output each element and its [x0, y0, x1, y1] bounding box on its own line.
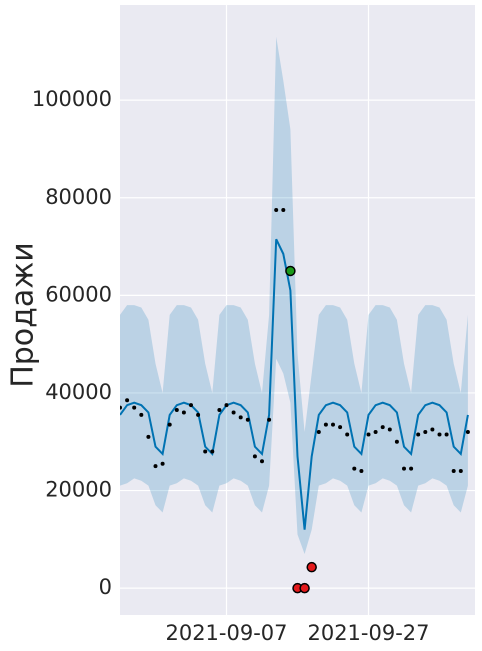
anomaly-point — [299, 582, 310, 594]
observed-point — [245, 417, 250, 422]
y-tick-label: 20000 — [45, 478, 112, 502]
observed-point — [416, 432, 421, 437]
observed-point — [274, 207, 279, 212]
observed-point — [217, 408, 222, 413]
observed-point — [345, 432, 350, 437]
y-tick-label: 60000 — [45, 282, 112, 306]
observed-point — [281, 207, 286, 212]
observed-point — [189, 403, 193, 408]
observed-point — [125, 398, 130, 403]
uncertainty-band — [120, 36, 468, 555]
observed-point — [465, 430, 470, 434]
observed-point — [203, 449, 208, 454]
observed-point — [352, 466, 357, 471]
y-tick-label: 80000 — [45, 185, 112, 209]
observed-point — [409, 466, 414, 471]
observed-point — [238, 415, 243, 420]
forecast-line — [120, 238, 469, 530]
observed-point — [380, 425, 385, 430]
observed-point — [167, 422, 172, 427]
observed-point — [196, 412, 201, 417]
observed-point — [267, 417, 272, 422]
observed-point — [224, 403, 229, 408]
anomaly-point — [306, 561, 317, 573]
anomaly-point — [285, 265, 296, 277]
observed-point — [160, 461, 165, 466]
y-tick-label: 40000 — [45, 380, 112, 404]
observed-point — [210, 449, 215, 454]
x-tick-label: 2021-09-07 — [165, 621, 287, 645]
y-tick-label: 0 — [99, 575, 112, 599]
observed-point — [366, 432, 371, 437]
observed-point — [120, 405, 122, 410]
observed-point — [458, 469, 463, 474]
observed-point — [153, 464, 158, 469]
observed-point — [139, 412, 144, 417]
observed-point — [181, 410, 186, 415]
observed-point — [316, 430, 321, 434]
observed-point — [402, 466, 406, 471]
observed-point — [252, 454, 257, 459]
observed-point — [437, 432, 442, 437]
observed-point — [423, 430, 428, 434]
observed-point — [430, 427, 435, 432]
observed-point — [231, 410, 236, 415]
observed-point — [451, 469, 456, 474]
observed-point — [387, 427, 392, 432]
observed-point — [394, 439, 399, 444]
observed-point — [174, 408, 179, 413]
observed-point — [323, 422, 328, 427]
observed-point — [132, 405, 137, 410]
observed-point — [146, 434, 151, 439]
observed-point — [260, 459, 264, 464]
y-axis-label: Продажи — [6, 242, 41, 388]
observed-point — [331, 422, 335, 427]
plot-area — [120, 5, 475, 615]
observed-point — [359, 469, 364, 474]
x-tick-label: 2021-09-27 — [307, 621, 429, 645]
observed-point — [338, 425, 343, 430]
y-tick-label: 100000 — [32, 87, 112, 111]
observed-point — [444, 432, 449, 437]
observed-point — [373, 430, 378, 434]
